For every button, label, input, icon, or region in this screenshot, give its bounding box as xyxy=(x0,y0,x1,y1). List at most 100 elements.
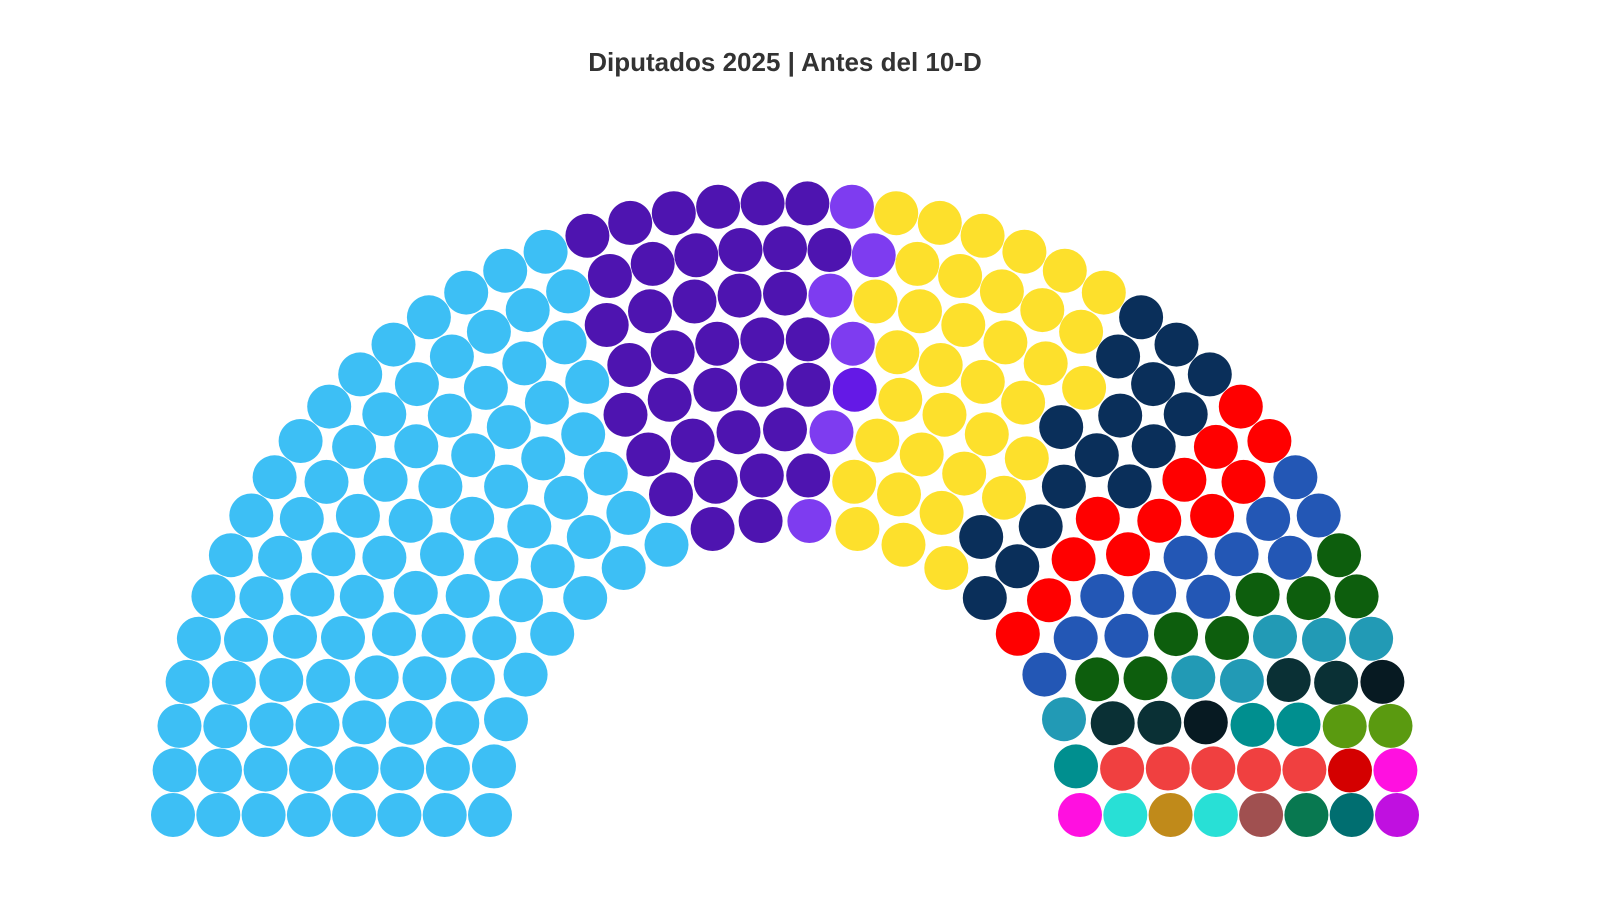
seat xyxy=(1106,532,1150,577)
seat xyxy=(362,392,407,437)
seat xyxy=(1154,612,1198,657)
seat xyxy=(1205,616,1249,660)
seat xyxy=(435,701,480,746)
seat xyxy=(484,697,528,742)
seat xyxy=(1163,535,1208,580)
seat xyxy=(583,451,628,496)
seat xyxy=(1187,352,1232,397)
seat xyxy=(542,320,587,365)
seat xyxy=(544,475,588,520)
seat xyxy=(307,384,352,429)
seat xyxy=(208,533,253,578)
seat xyxy=(1328,748,1372,793)
seat xyxy=(763,407,807,452)
seat xyxy=(503,652,548,697)
seat xyxy=(674,233,719,278)
seat xyxy=(832,459,877,504)
seat xyxy=(563,576,608,620)
seat xyxy=(1276,702,1321,747)
seat xyxy=(1104,613,1149,658)
seat xyxy=(422,793,467,837)
seat xyxy=(672,279,717,324)
seat xyxy=(388,498,433,543)
seat xyxy=(1183,700,1228,745)
seat xyxy=(1053,616,1098,661)
seat xyxy=(290,572,335,617)
seat xyxy=(203,704,248,749)
seat xyxy=(942,451,987,496)
seat xyxy=(919,490,964,535)
seat xyxy=(334,746,379,791)
seat xyxy=(670,418,715,463)
seat xyxy=(877,472,921,517)
seat xyxy=(530,544,575,589)
seat xyxy=(394,362,439,407)
seat xyxy=(960,359,1005,404)
seat xyxy=(1375,793,1419,837)
seat xyxy=(1214,532,1259,577)
seat xyxy=(338,352,383,397)
seat xyxy=(1190,493,1235,538)
seat xyxy=(881,522,926,567)
seat xyxy=(198,748,242,793)
seat xyxy=(1058,793,1102,837)
seat xyxy=(483,248,528,293)
seat xyxy=(1119,295,1164,340)
seat xyxy=(1020,288,1065,333)
seat xyxy=(964,412,1009,457)
seat xyxy=(830,321,875,366)
seat xyxy=(565,359,610,404)
seat xyxy=(738,499,783,543)
seat xyxy=(342,700,387,745)
seat xyxy=(740,317,785,362)
seat xyxy=(306,658,351,703)
seat xyxy=(584,303,629,347)
seat xyxy=(1163,392,1208,437)
seat xyxy=(402,656,447,701)
seat xyxy=(311,532,356,577)
seat xyxy=(1284,793,1329,837)
seat xyxy=(1368,703,1413,748)
seat xyxy=(566,515,611,559)
seat xyxy=(878,377,923,422)
seat xyxy=(565,213,610,258)
seat xyxy=(718,228,763,272)
seat xyxy=(151,793,195,837)
seat xyxy=(787,499,832,543)
seat xyxy=(252,455,297,500)
seat xyxy=(243,747,288,792)
seat xyxy=(445,574,490,618)
seat xyxy=(1282,747,1327,792)
seat xyxy=(388,700,433,745)
seat xyxy=(1246,496,1291,541)
seat xyxy=(807,228,852,272)
seat xyxy=(249,702,294,747)
seat xyxy=(696,184,741,229)
seat xyxy=(1221,459,1266,504)
seat xyxy=(716,410,761,455)
seat xyxy=(468,793,512,837)
seat xyxy=(1062,365,1107,410)
seat xyxy=(1286,576,1331,621)
seat xyxy=(785,181,830,226)
seat xyxy=(1137,498,1182,543)
seat xyxy=(606,490,651,535)
seat xyxy=(418,464,463,509)
seat xyxy=(979,269,1024,314)
seat xyxy=(829,184,874,229)
seat xyxy=(1360,659,1405,704)
seat xyxy=(1074,433,1119,478)
seat xyxy=(427,393,472,438)
seat xyxy=(1302,617,1346,662)
seat xyxy=(1171,655,1216,700)
seat xyxy=(608,200,653,245)
seat xyxy=(690,507,735,551)
seat xyxy=(1162,457,1207,502)
seat xyxy=(521,436,566,481)
seat xyxy=(1219,658,1264,703)
seat xyxy=(1039,405,1084,450)
seat xyxy=(808,273,853,318)
seat xyxy=(1059,309,1104,354)
seat xyxy=(917,200,962,245)
